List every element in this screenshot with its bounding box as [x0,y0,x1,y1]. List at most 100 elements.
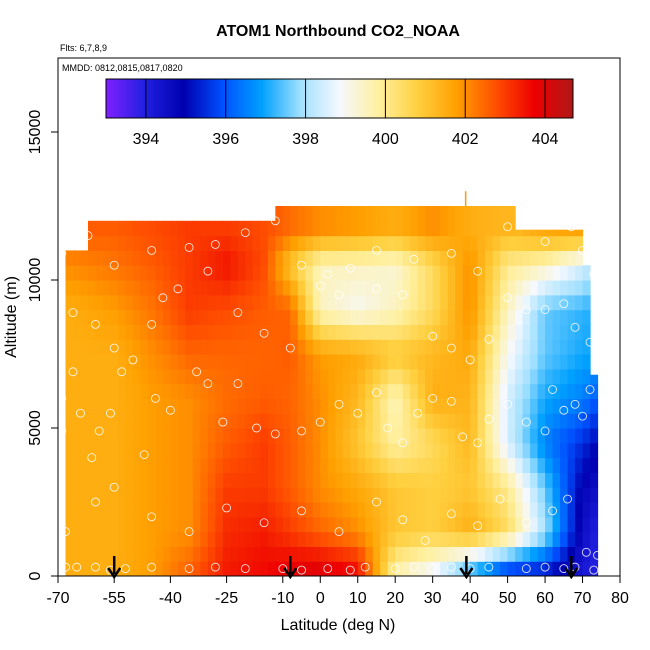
heatmap-cell [545,294,554,311]
heatmap-cell [155,472,164,488]
heatmap-cell [410,235,419,251]
heatmap-cell [515,561,524,576]
observation-point [503,222,513,232]
heatmap-cell [350,280,359,296]
heatmap-cell [470,487,479,503]
heatmap-cell [170,235,179,251]
observation-point [495,494,505,504]
heatmap-cell [372,206,381,222]
heatmap-cell [507,354,516,370]
heatmap-cell [110,265,119,281]
heatmap-cell [357,442,366,459]
heatmap-cell [230,398,239,414]
heatmap-cell [177,250,186,266]
heatmap-cell [207,531,216,547]
heatmap-cell [72,368,82,385]
heatmap-cell [410,561,419,576]
observation-point [458,432,468,442]
heatmap-cell [297,368,306,385]
observation-point [218,417,228,427]
heatmap-cell [560,368,569,385]
heatmap-cell [575,428,584,444]
heatmap-cell [515,368,524,385]
heatmap-cell [215,457,224,473]
heatmap-cell [425,472,434,488]
heatmap-cell [102,502,112,518]
heatmap-cell [72,502,82,518]
heatmap-cell [170,561,179,576]
observation-point [184,527,194,537]
heatmap-cell [425,428,434,444]
heatmap-cell [335,531,344,547]
heatmap-cell [567,368,576,385]
heatmap-cell [200,442,209,459]
heatmap-cell [237,487,246,503]
heatmap-cell [65,516,74,533]
heatmap-cell [282,413,291,429]
heatmap-cell [372,294,381,311]
heatmap-cell [537,280,546,296]
heatmap-cell [432,206,441,222]
heatmap-cell [200,250,209,266]
heatmap-cell [140,235,149,251]
heatmap-cell [140,354,149,370]
heatmap-cell [222,250,231,266]
heatmap-cell [492,280,501,296]
heatmap-cell [455,472,464,488]
heatmap-cell [320,220,329,237]
heatmap-cell [335,561,344,576]
heatmap-cell [545,428,554,444]
heatmap-cell [162,428,171,444]
heatmap-cell [387,309,396,325]
heatmap-cell [372,339,381,355]
heatmap-cell [207,294,216,311]
heatmap-cell [455,368,464,385]
heatmap-cell [282,220,291,237]
heatmap-cell [230,502,239,518]
heatmap-cell [140,220,149,237]
heatmap-cell [552,428,561,444]
heatmap-cell [425,250,434,266]
heatmap-cell [230,413,239,429]
heatmap-cell [162,546,171,562]
heatmap-cell [545,413,554,429]
heatmap-cell [335,339,344,355]
heatmap-cell [87,531,97,547]
heatmap-cell [155,220,164,237]
heatmap-cell [320,457,329,473]
heatmap-cell [177,561,186,576]
heatmap-cell [267,265,276,281]
heatmap-cell [237,250,246,266]
observation-point [578,411,587,421]
heatmap-cell [590,502,599,518]
heatmap-cell [312,442,321,459]
heatmap-cell [177,339,186,355]
heatmap-cell [410,309,419,325]
heatmap-cell [185,324,194,340]
heatmap-cell [455,561,464,576]
heatmap-cell [470,457,479,473]
heatmap-cell [455,235,464,251]
heatmap-cell [575,531,584,547]
heatmap-cell [335,502,344,518]
heatmap-cell [515,250,524,266]
x-tick-label: -10 [271,590,294,607]
heatmap-cell [567,546,576,562]
heatmap-cell [515,531,524,547]
heatmap-cell [290,294,299,311]
heatmap-cell [192,354,201,370]
heatmap-cell [342,339,351,355]
heatmap-cell [582,472,591,488]
heatmap-cell [125,457,134,473]
heatmap-cell [65,309,74,325]
heatmap-cell [95,280,104,296]
heatmap-cell [125,502,134,518]
heatmap-cell [582,309,591,325]
heatmap-cell [95,220,104,237]
heatmap-cell [462,546,471,562]
heatmap-cell [552,280,561,296]
heatmap-cell [192,398,201,414]
heatmap-cell [230,487,239,503]
heatmap-cell [560,383,569,399]
heatmap-cell [162,280,171,296]
